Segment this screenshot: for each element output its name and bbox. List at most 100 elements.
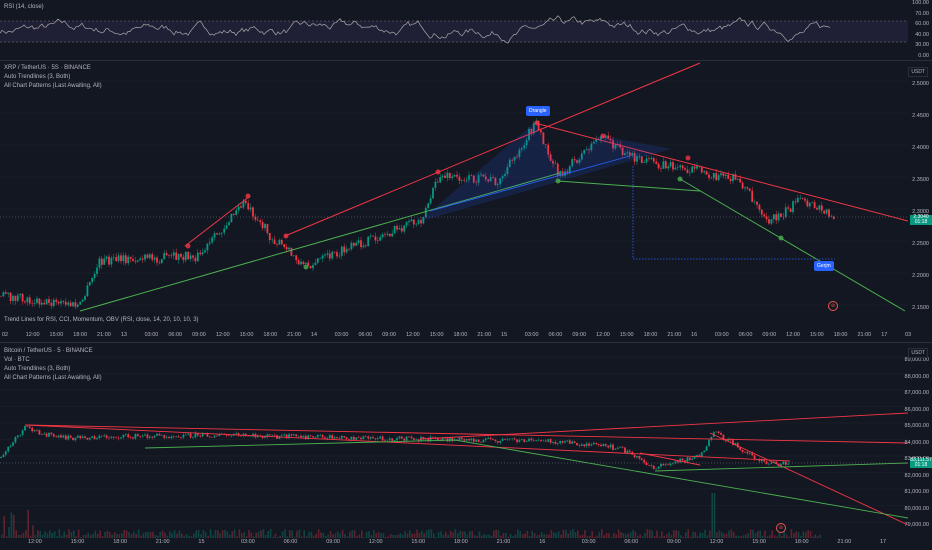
btc-currency-button[interactable]: USDT <box>908 348 928 358</box>
pane-divider-1[interactable] <box>0 60 932 61</box>
xrp-candle <box>64 301 67 305</box>
btc-candle <box>751 452 754 456</box>
btc-candle <box>333 437 336 439</box>
xrp-candle <box>631 153 634 156</box>
xrp-candle <box>225 225 228 229</box>
xrp-candle <box>309 265 312 269</box>
xrp-candle <box>468 175 470 180</box>
xrp-candle <box>321 255 324 259</box>
xrp-symbol-label[interactable]: XRP / TetherUS · 5S · BINANCE <box>4 65 91 71</box>
btc-candle <box>746 452 749 454</box>
volume-bar <box>625 534 627 538</box>
xrp-candle <box>525 140 528 146</box>
xrp-pane[interactable]: XRP / TetherUS · 5S · BINANCE Auto Trend… <box>0 61 932 331</box>
volume-bar <box>809 531 812 538</box>
btc-candle <box>636 456 638 458</box>
btc-candle <box>688 457 691 460</box>
xrp-candle <box>172 252 175 256</box>
xrp-candle <box>115 257 118 262</box>
btc-candle <box>400 436 403 439</box>
volume-bar <box>425 530 428 538</box>
xrp-candle <box>24 301 26 303</box>
xrp-legend: XRP / TetherUS · 5S · BINANCE Auto Trend… <box>4 64 102 91</box>
volume-bar <box>497 530 500 538</box>
btc-candle <box>340 436 343 439</box>
volume-bar <box>121 532 123 538</box>
time-tick-label: 15:00 <box>49 332 64 338</box>
volume-bar <box>63 531 65 538</box>
btc-candle <box>196 433 199 436</box>
btc-candle <box>676 461 679 463</box>
btc-support-line-3 <box>654 462 908 472</box>
volume-bar <box>73 530 75 538</box>
volume-bar <box>356 536 358 538</box>
volume-bar <box>87 532 89 538</box>
btc-trendlines-label[interactable]: Auto Trendlines (3, Both) <box>4 366 71 372</box>
btc-candle <box>12 442 14 446</box>
xrp-indicator-legend[interactable]: Trend Lines for RSI, CCI, Momentum, OBV … <box>4 316 199 325</box>
xrp-patterns-label[interactable]: All Chart Patterns (Last Awaiting, All) <box>4 83 102 89</box>
volume-bar <box>193 533 195 538</box>
volume-bar <box>399 533 401 538</box>
xrp-candle <box>396 226 398 230</box>
xrp-candle <box>148 254 151 258</box>
pattern-badge-top[interactable]: Drangle <box>526 106 550 116</box>
btc-volume-label[interactable]: Vol · BTC <box>4 357 30 363</box>
xrp-candle <box>398 228 401 230</box>
price-tick-label: 80,000.00 <box>904 505 929 512</box>
xrp-candle <box>734 174 737 180</box>
xrp-currency-button[interactable]: USDT <box>908 67 928 77</box>
btc-candle <box>645 462 648 466</box>
volume-bar <box>238 529 241 538</box>
btc-candle <box>405 436 408 441</box>
btc-candle <box>655 468 658 470</box>
xrp-candle <box>45 299 48 305</box>
xrp-candle <box>792 201 794 213</box>
xrp-candle <box>146 254 149 258</box>
volume-bar <box>202 530 205 538</box>
volume-bar <box>200 534 202 538</box>
btc-candle <box>230 435 233 437</box>
xrp-candle <box>4 292 7 294</box>
xrp-candle <box>751 190 754 202</box>
btc-pane[interactable]: Bitcoin / TetherUS · 5 · BINANCE Vol · B… <box>0 343 932 538</box>
volume-bar <box>488 534 490 538</box>
volume-bar <box>224 529 226 538</box>
volume-bar <box>591 531 593 538</box>
pattern-badge-bottom[interactable]: Gerjm <box>814 261 834 271</box>
xrp-candle <box>590 143 593 151</box>
volume-bar <box>557 531 560 538</box>
xrp-candle <box>652 158 655 162</box>
btc-symbol-label[interactable]: Bitcoin / TetherUS · 5 · BINANCE <box>4 348 93 354</box>
btc-candle <box>672 463 674 464</box>
btc-candle <box>624 447 626 453</box>
volume-bar <box>173 530 176 538</box>
xrp-price-axis[interactable]: 2.5000 2.4500 2.4000 2.3500 2.3000 2.2500 2.20… <box>908 61 932 331</box>
btc-candle <box>556 443 559 444</box>
xrp-candle <box>194 257 197 262</box>
xrp-candle <box>100 258 103 265</box>
xrp-candle <box>410 219 413 222</box>
volume-bar <box>169 531 171 538</box>
pane-divider-2[interactable] <box>0 342 932 343</box>
btc-candle <box>612 444 614 450</box>
xrp-candle <box>388 233 391 237</box>
xrp-trendlines-label[interactable]: Auto Trendlines (3, Both) <box>4 74 71 80</box>
volume-bar <box>610 536 613 538</box>
xrp-candle <box>26 297 29 303</box>
btc-candle <box>573 441 576 443</box>
xrp-time-axis[interactable]: 02 12:00 15:00 18:00 21:00 13 03:00 06:00 09:00 1… <box>0 331 911 341</box>
btc-patterns-label[interactable]: All Chart Patterns (Last Awaiting, All) <box>4 375 102 381</box>
volume-bar <box>289 530 291 538</box>
volume-bar <box>185 533 188 538</box>
volume-bar <box>524 533 526 538</box>
rsi-pane[interactable]: RSI (14, close) 100.00 70.00 60.00 40.00 30.… <box>0 0 932 60</box>
btc-candle <box>28 426 31 428</box>
btc-candle <box>429 436 432 442</box>
btc-price-axis[interactable]: 89,000.00 88,000.00 87,000.00 86,000.00 85,0… <box>904 343 932 538</box>
btc-candle <box>465 439 468 441</box>
time-tick-label: 18:00 <box>453 332 468 338</box>
volume-bar <box>745 534 747 538</box>
time-tick-label: 12:00 <box>709 539 724 545</box>
btc-time-axis[interactable]: 12:00 15:00 18:00 21:00 15 03:00 06:00 09:00 12:… <box>0 538 908 550</box>
